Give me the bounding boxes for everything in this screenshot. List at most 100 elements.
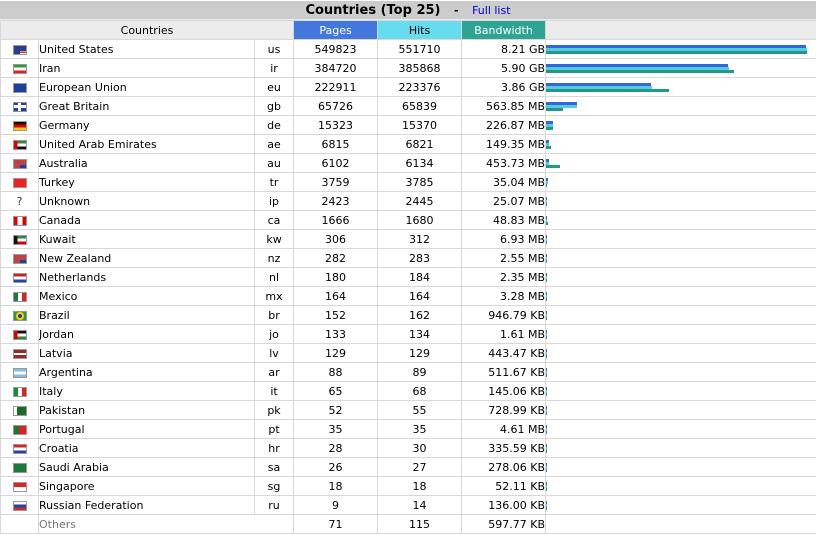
bar-cell <box>545 305 816 325</box>
table-row: Iran ir 384720 385868 5.90 GB <box>0 58 816 78</box>
table-row: Saudi Arabia sa 26 27 278.06 KB <box>0 457 816 477</box>
pages-bar <box>546 44 807 48</box>
gb-flag-icon <box>12 101 27 112</box>
table-row: European Union eu 222911 223376 3.86 GB <box>0 77 816 97</box>
hits-value: 134 <box>377 324 463 344</box>
pages-bar <box>546 234 548 238</box>
bar-cell <box>545 39 816 59</box>
pages-value: 26 <box>293 457 379 477</box>
flag-cell <box>0 343 39 363</box>
flag-cell <box>0 115 39 135</box>
ru-flag-icon <box>12 500 27 511</box>
bandwidth-value: 145.06 KB <box>461 381 547 401</box>
bandwidth-bar <box>546 259 548 263</box>
country-code: nz <box>253 248 295 268</box>
bandwidth-value: 946.79 KB <box>461 305 547 325</box>
pages-bar <box>546 462 548 466</box>
country-name: Turkey <box>38 172 255 192</box>
hits-value: 27 <box>377 457 463 477</box>
pages-value: 180 <box>293 267 379 287</box>
pages-bar <box>546 424 548 428</box>
flag-cell <box>0 419 39 439</box>
hits-bar <box>546 389 548 393</box>
country-name: Singapore <box>38 476 255 496</box>
bandwidth-bar <box>546 354 548 358</box>
country-code: pk <box>253 400 295 420</box>
country-code: sg <box>253 476 295 496</box>
country-code: br <box>253 305 295 325</box>
bandwidth-value: 3.28 MB <box>461 286 547 306</box>
flag-cell <box>0 495 39 515</box>
bandwidth-bar <box>546 392 548 396</box>
pages-bar <box>546 291 548 295</box>
country-name: United Arab Emirates <box>38 134 255 154</box>
country-code: ar <box>253 362 295 382</box>
bandwidth-bar <box>546 449 548 453</box>
us-flag-icon <box>12 44 27 55</box>
countries-column-header: Countries <box>0 20 295 40</box>
hits-bar <box>546 332 548 336</box>
hits-bar <box>546 484 548 488</box>
pages-bar <box>546 253 548 257</box>
flag-cell <box>0 381 39 401</box>
hits-bar <box>546 275 548 279</box>
table-row: Netherlands nl 180 184 2.35 MB <box>0 267 816 287</box>
bar-cell <box>545 248 816 268</box>
hits-value: 2445 <box>377 191 463 211</box>
bandwidth-bar <box>546 126 554 130</box>
hits-value: 68 <box>377 381 463 401</box>
country-code: eu <box>253 77 295 97</box>
hits-bar <box>546 503 548 507</box>
countries-table: Countries Pages Hits Bandwidth United St… <box>0 20 816 534</box>
pages-bar <box>546 215 548 219</box>
others-pages: 71 <box>293 514 379 534</box>
hits-bar <box>546 446 548 450</box>
bandwidth-value: 52.11 KB <box>461 476 547 496</box>
pages-value: 52 <box>293 400 379 420</box>
pages-bar <box>546 272 548 276</box>
country-name: Portugal <box>38 419 255 439</box>
flag-cell: ? <box>0 191 39 211</box>
country-code: tr <box>253 172 295 192</box>
pages-bar <box>546 329 548 333</box>
country-name: Canada <box>38 210 255 230</box>
bandwidth-value: 1.61 MB <box>461 324 547 344</box>
country-name: Russian Federation <box>38 495 255 515</box>
hits-value: 184 <box>377 267 463 287</box>
pages-value: 152 <box>293 305 379 325</box>
bandwidth-bar <box>546 411 548 415</box>
table-row: Russian Federation ru 9 14 136.00 KB <box>0 495 816 515</box>
flag-cell <box>0 267 39 287</box>
flag-cell <box>0 457 39 477</box>
bandwidth-value: 278.06 KB <box>461 457 547 477</box>
country-name: Iran <box>38 58 255 78</box>
flag-cell <box>0 438 39 458</box>
hits-bar <box>546 313 548 317</box>
ae-flag-icon <box>12 139 27 150</box>
country-name: Mexico <box>38 286 255 306</box>
full-list-link[interactable]: Full list <box>472 4 511 17</box>
hits-value: 162 <box>377 305 463 325</box>
hits-bar <box>546 142 550 146</box>
bar-cell <box>545 438 816 458</box>
it-flag-icon <box>12 386 27 397</box>
bandwidth-value: 149.35 MB <box>461 134 547 154</box>
flag-cell <box>0 210 39 230</box>
country-code: au <box>253 153 295 173</box>
hits-value: 6134 <box>377 153 463 173</box>
pages-bar <box>546 158 550 162</box>
country-name: Croatia <box>38 438 255 458</box>
bandwidth-column-header: Bandwidth <box>461 20 547 40</box>
sg-flag-icon <box>12 481 27 492</box>
flag-cell <box>0 58 39 78</box>
bar-cell <box>545 419 816 439</box>
table-row: United States us 549823 551710 8.21 GB <box>0 39 816 59</box>
table-row: Germany de 15323 15370 226.87 MB <box>0 115 816 135</box>
country-code: it <box>253 381 295 401</box>
flag-cell <box>0 229 39 249</box>
pages-value: 129 <box>293 343 379 363</box>
table-row: Singapore sg 18 18 52.11 KB <box>0 476 816 496</box>
pages-value: 384720 <box>293 58 379 78</box>
bandwidth-bar <box>546 202 548 206</box>
bar-cell <box>545 495 816 515</box>
